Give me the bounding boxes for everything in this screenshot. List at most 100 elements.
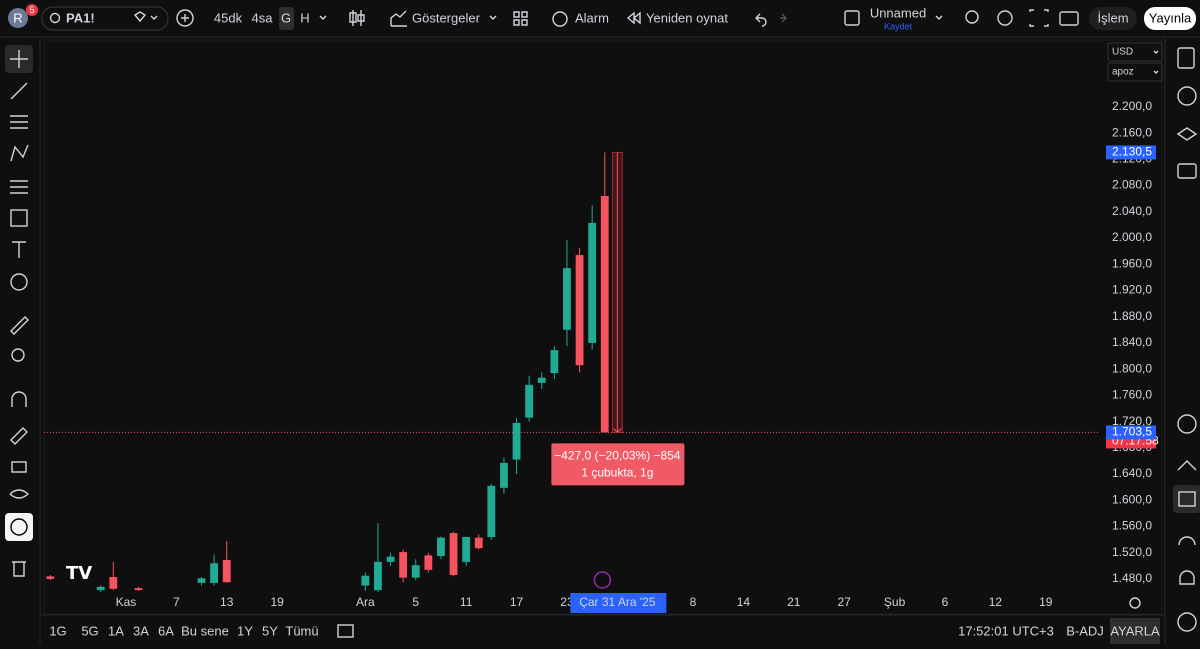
measure-text: 1 çubukta, 1g [581,466,653,480]
x-tick-label: 7 [173,595,180,609]
replay[interactable]: Yeniden oynat [646,10,728,25]
notification-count: 5 [29,5,34,15]
chevron [150,15,158,20]
x-tick-label: 6 [942,595,949,609]
alarm-icon[interactable] [552,11,568,27]
hide-tool[interactable] [9,489,30,499]
range[interactable]: Tümü [285,623,318,638]
help[interactable] [1177,612,1197,632]
range[interactable]: 3A [133,623,149,638]
trash-tool[interactable] [12,561,26,577]
x-tick-label: 27 [838,595,852,609]
lock-tool[interactable] [11,461,27,473]
avatar[interactable] [8,8,28,28]
snapshot[interactable] [1059,11,1079,26]
measure-tool[interactable] [10,316,29,335]
adjustment[interactable]: B-ADJ [1066,623,1104,638]
range[interactable]: 1Y [237,623,253,638]
publish-label: Yayınla [1149,10,1192,25]
symbol-search[interactable] [41,6,169,31]
candle-body [109,577,118,589]
shape-tool[interactable] [10,209,28,227]
date-range[interactable] [337,624,354,638]
notifications[interactable] [1179,570,1195,585]
quick-search[interactable] [965,10,979,24]
search-icon [49,12,61,24]
y-tick-label: 1.920,0 [1112,283,1152,297]
x-tick-label: Çar 31 Ara '25 [579,595,656,609]
draw-mode[interactable] [10,427,28,445]
replay-icon[interactable] [626,11,641,25]
pattern-tool[interactable] [10,144,29,162]
diamond-icon[interactable] [133,11,147,23]
candle-body [487,485,496,538]
range[interactable]: Bu sene [181,623,229,638]
x-tick-label: 14 [737,595,751,609]
alerts[interactable] [1177,86,1197,106]
fullscreen[interactable] [1029,9,1049,27]
high-price-badge [1106,145,1156,160]
trade-button[interactable] [1089,7,1137,30]
active-globe[interactable] [5,513,33,541]
range[interactable]: 1G [49,623,66,638]
icon-tool[interactable] [10,273,28,291]
podcast[interactable] [1178,536,1196,546]
interval[interactable]: H [300,10,309,25]
range[interactable]: 5Y [262,623,278,638]
publish-button[interactable] [1144,7,1196,30]
interval[interactable]: G [281,10,291,25]
settings[interactable] [997,10,1013,26]
tool-b[interactable] [1177,460,1197,471]
layout-checkbox[interactable] [844,10,860,26]
text-tool[interactable] [12,241,26,258]
settings-button[interactable] [1110,618,1160,644]
chart-frame [43,39,1163,615]
x-tick-label: 5 [412,595,419,609]
chevron[interactable] [319,15,327,20]
layouts[interactable] [513,11,528,26]
tool-a[interactable] [1177,414,1197,434]
range[interactable]: 6A [158,623,174,638]
chevron[interactable] [489,15,497,20]
interval[interactable]: 4sa [252,10,274,25]
watchlist[interactable] [1177,47,1195,69]
undo[interactable] [755,13,767,27]
y-tick-label: 1.560,0 [1112,519,1152,533]
redo [780,13,787,23]
magnet-tool[interactable] [11,391,27,407]
candle-body [588,222,597,343]
zoom-tool[interactable] [11,348,25,362]
range[interactable]: 5G [81,623,98,638]
axis-settings[interactable] [1129,597,1141,609]
layers[interactable] [1176,127,1198,141]
add-symbol[interactable] [176,9,194,27]
chevron[interactable] [935,15,943,20]
candle-body [550,350,559,374]
layout-name[interactable]: Unnamed [870,5,926,20]
high-price-label: 2.130,5 [1112,145,1152,159]
chart-type[interactable] [349,10,365,26]
forecast-tool[interactable] [10,180,28,194]
indicators-icon[interactable] [390,10,407,27]
trend-line-tool[interactable] [10,82,28,100]
symbol: PA1! [66,10,95,25]
trade-label: İşlem [1097,10,1128,25]
indicators[interactable]: Göstergeler [412,10,481,25]
y-tick-label: 1.480,0 [1112,571,1152,585]
unit-select[interactable] [1107,62,1163,82]
alarm[interactable]: Alarm [575,10,609,25]
interval[interactable]: 45dk [214,10,243,25]
save-status: Kaydet [884,21,913,31]
y-tick-label: 2.160,0 [1112,125,1152,139]
chat[interactable] [1177,163,1197,179]
notification-badge [26,4,38,16]
range[interactable]: 1A [108,623,124,638]
crosshair-tool[interactable] [10,50,28,68]
candle-body [46,576,55,579]
currency-select[interactable] [1107,42,1163,62]
candle-body [537,377,546,383]
calendar[interactable] [1178,491,1196,507]
fib-tool[interactable] [10,115,28,129]
